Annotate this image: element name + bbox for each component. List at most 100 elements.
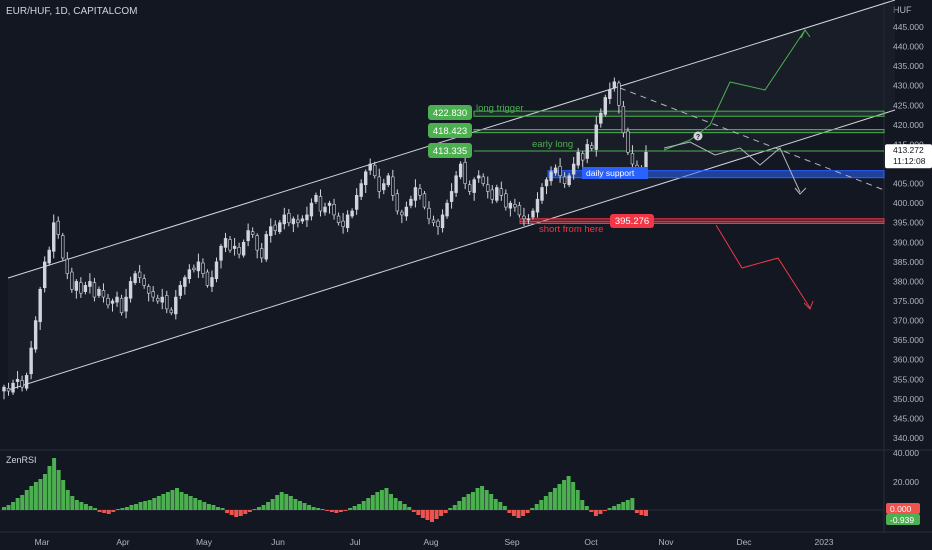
rsi-bar xyxy=(307,505,312,510)
rsi-bar xyxy=(165,492,170,510)
rsi-bar xyxy=(361,501,366,510)
candle-body xyxy=(617,82,621,106)
short-price-box xyxy=(610,214,654,228)
current-price-box xyxy=(885,144,932,169)
candle-body xyxy=(323,206,327,213)
rsi-bar xyxy=(543,496,548,510)
rsi-bar xyxy=(311,507,316,510)
candle-body xyxy=(33,320,38,350)
candle-body xyxy=(47,249,51,264)
candle-body xyxy=(146,286,151,294)
rsi-bar xyxy=(348,508,353,510)
time-axis[interactable]: Mar Apr May Jun Jul Aug Sep Oct Nov Dec 2023 xyxy=(0,531,932,547)
rsi-bar xyxy=(302,503,307,510)
rsi-bar xyxy=(147,500,152,510)
rsi-bar xyxy=(256,507,261,510)
question-icon xyxy=(693,131,703,141)
rsi-bar xyxy=(448,508,453,510)
candle-body xyxy=(101,290,106,298)
daily-support-zone xyxy=(547,170,885,179)
rsi-bar xyxy=(2,507,6,510)
candle-body xyxy=(594,124,598,150)
rsi-bar xyxy=(229,510,234,515)
early-long-label: early long xyxy=(532,139,573,150)
candle-body xyxy=(571,163,576,175)
rsi-bar xyxy=(507,510,512,513)
time-label: 2023 xyxy=(815,537,834,547)
neutral-arrowhead xyxy=(794,187,807,195)
price-axis[interactable]: 445.000 440.000 435.000 430.000 425.000 420.0… xyxy=(885,22,932,525)
candle-body xyxy=(92,282,97,298)
rsi-bar xyxy=(616,504,621,510)
indicator-title[interactable]: ZenRSI xyxy=(6,455,37,465)
candle-body xyxy=(608,89,612,99)
level-418-box xyxy=(428,123,472,138)
candle-body xyxy=(436,220,440,227)
candle-body xyxy=(458,163,463,178)
rsi-bar xyxy=(357,504,362,510)
rsi-bar xyxy=(398,501,403,510)
rsi-bar xyxy=(47,466,52,510)
candle-body xyxy=(377,176,381,192)
rsi-bar xyxy=(129,505,134,510)
candle-body xyxy=(137,271,142,278)
candle-body xyxy=(558,166,562,177)
rsi-bar xyxy=(202,502,207,510)
candle-body xyxy=(404,206,409,217)
candle-body xyxy=(106,297,110,306)
candle-body xyxy=(467,184,472,192)
price-tick: 425.000 xyxy=(893,100,924,110)
rsi-bar xyxy=(489,494,494,510)
rsi-bar xyxy=(124,507,129,510)
rsi-bar xyxy=(389,494,394,510)
candle-body xyxy=(481,176,485,184)
candle-body xyxy=(477,175,481,179)
rsi-bar xyxy=(143,501,148,510)
rsi-bar xyxy=(138,502,143,510)
rsi-bar xyxy=(393,498,398,510)
candle-body xyxy=(278,222,282,233)
symbol-title[interactable]: EUR/HUF, 1D, CAPITALCOM xyxy=(6,6,138,17)
rsi-bar xyxy=(420,510,425,518)
channel-upper-line xyxy=(7,0,896,279)
level-418-price: 418.423 xyxy=(433,126,467,137)
candle-body xyxy=(133,273,137,283)
rsi-bar xyxy=(443,510,448,513)
candle-body xyxy=(223,238,228,248)
candle-body xyxy=(178,285,183,296)
candle-body xyxy=(553,167,558,174)
rsi-bar xyxy=(24,490,29,510)
rsi-bar xyxy=(589,510,594,512)
rsi-bar xyxy=(243,510,248,514)
candle-body xyxy=(6,387,11,392)
candle-body xyxy=(368,163,372,171)
candle-body xyxy=(499,188,504,196)
rsi-bar xyxy=(557,484,562,510)
candle-body xyxy=(522,215,526,220)
rsi-bar xyxy=(402,504,407,510)
bearish-arrowhead xyxy=(803,300,814,310)
price-tick: 350.000 xyxy=(893,394,924,404)
rsi-bar xyxy=(65,490,70,510)
candle-body xyxy=(332,204,336,216)
candle-body xyxy=(490,189,494,200)
time-label: Dec xyxy=(736,537,752,547)
rsi-bar xyxy=(375,492,380,510)
candle-body xyxy=(336,215,341,224)
rsi-bar xyxy=(284,494,289,510)
drawings: ? xyxy=(619,29,885,310)
candle-body xyxy=(42,261,47,288)
rsi-bar xyxy=(270,499,275,510)
short-price: 395.276 xyxy=(615,216,649,227)
price-tick: 440.000 xyxy=(893,42,924,52)
candle-body xyxy=(513,204,517,208)
candle-body xyxy=(165,295,169,310)
time-label: Jun xyxy=(271,537,285,547)
rsi-bar xyxy=(457,501,462,510)
candle-body xyxy=(246,230,250,242)
rsi-bar xyxy=(247,510,252,512)
candle-body xyxy=(160,296,164,303)
rsi-bar xyxy=(52,458,57,510)
rsi-bar xyxy=(29,486,34,510)
